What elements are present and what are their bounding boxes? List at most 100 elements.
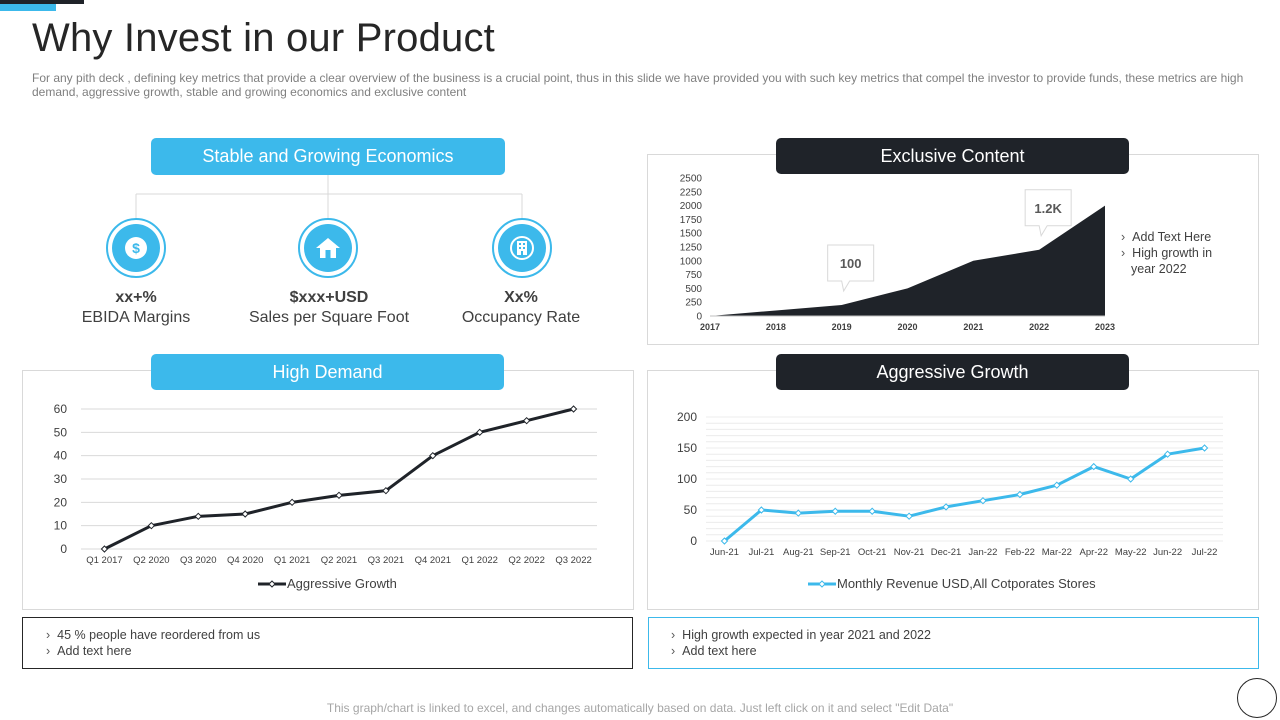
y-tick-label: 1500 bbox=[680, 229, 703, 240]
y-tick-label: 50 bbox=[684, 503, 698, 517]
demand-chart[interactable]: 0 10 20 30 40 50 60 Q1 2017 Q2 2020 Q3 2020 Q4 202… bbox=[22, 370, 634, 610]
growth-chart[interactable]: 0 50 100 150 200 Jun-21 Jul-21 Aug-21 Sep-21 Oct-… bbox=[647, 370, 1259, 610]
callout-bubble bbox=[827, 244, 875, 293]
y-tick-label: 60 bbox=[54, 402, 68, 416]
dollar-icon: $ bbox=[125, 237, 147, 259]
y-tick-label: 750 bbox=[685, 270, 702, 281]
exclusive-note-1: Add Text Here bbox=[1121, 229, 1212, 245]
x-tick-label: Jul-22 bbox=[1192, 547, 1218, 558]
exclusive-note-2: High growth in bbox=[1121, 245, 1212, 261]
growth-notes-box: High growth expected in year 2021 and 20… bbox=[648, 617, 1259, 669]
area-series bbox=[710, 205, 1105, 316]
data-point bbox=[1016, 490, 1024, 499]
economics-metric-1-label: EBIDA Margins bbox=[81, 309, 191, 326]
data-point bbox=[942, 503, 950, 511]
x-tick-label: Q3 2021 bbox=[368, 555, 404, 566]
exclusive-heading: Exclusive Content bbox=[776, 138, 1129, 174]
x-tick-label: 2021 bbox=[963, 322, 983, 332]
demand-notes-box: 45 % people have reordered from us Add t… bbox=[22, 617, 633, 669]
data-point bbox=[794, 509, 803, 517]
economics-metric-3-label: Occupancy Rate bbox=[461, 309, 581, 326]
y-tick-label: 0 bbox=[696, 312, 702, 323]
x-tick-label: May-22 bbox=[1115, 547, 1147, 558]
demand-panel bbox=[22, 370, 634, 610]
exclusive-chart[interactable]: 0 250 500 750 1000 1250 1500 1750 2000 2250 2500 20… bbox=[647, 154, 1259, 345]
x-tick-label: Jan-22 bbox=[968, 547, 997, 558]
data-point bbox=[831, 507, 839, 515]
x-tick-label: 2023 bbox=[1095, 322, 1115, 332]
x-tick-label: Q4 2020 bbox=[227, 555, 263, 566]
growth-panel bbox=[647, 370, 1259, 610]
callout-label: 1.2K bbox=[1034, 201, 1062, 216]
x-tick-label: Dec-21 bbox=[931, 547, 962, 558]
data-point bbox=[1163, 450, 1172, 458]
legend-label: Aggressive Growth bbox=[287, 576, 397, 591]
x-tick-label: Mar-22 bbox=[1042, 547, 1072, 558]
data-point bbox=[288, 498, 296, 507]
callout-bubble bbox=[1024, 189, 1072, 238]
x-tick-label: Q1 2022 bbox=[462, 555, 498, 566]
economics-heading: Stable and Growing Economics bbox=[151, 138, 505, 175]
demand-note-1: 45 % people have reordered from us bbox=[46, 627, 260, 643]
legend-marker bbox=[818, 580, 826, 588]
page-subtitle: For any pith deck , defining key metrics… bbox=[32, 71, 1244, 99]
economics-metric-2-badge bbox=[298, 218, 358, 278]
growth-notes: High growth expected in year 2021 and 20… bbox=[671, 627, 931, 659]
data-point bbox=[757, 506, 766, 514]
data-point bbox=[335, 491, 343, 500]
data-point bbox=[720, 537, 729, 545]
x-tick-label: 2018 bbox=[766, 322, 786, 332]
x-tick-label: Feb-22 bbox=[1005, 547, 1035, 558]
y-tick-label: 0 bbox=[60, 542, 67, 556]
legend-label: Monthly Revenue USD,All Cotporates Store… bbox=[837, 576, 1096, 591]
y-tick-label: 2000 bbox=[680, 201, 703, 212]
data-point bbox=[1126, 475, 1135, 483]
building-icon bbox=[510, 236, 534, 260]
footer-note: This graph/chart is linked to excel, and… bbox=[326, 701, 954, 715]
x-tick-label: Q4 2021 bbox=[415, 555, 451, 566]
economics-metric-2-label: Sales per Square Foot bbox=[248, 309, 410, 326]
y-tick-label: 200 bbox=[677, 410, 697, 424]
svg-text:$: $ bbox=[132, 240, 140, 256]
y-tick-label: 0 bbox=[690, 534, 697, 548]
accent-bar-dark bbox=[0, 0, 84, 4]
page-title: Why Invest in our Product bbox=[32, 16, 495, 60]
economics-metric-1-value: xx+% bbox=[115, 289, 157, 306]
y-tick-label: 40 bbox=[54, 449, 68, 463]
data-point bbox=[476, 428, 484, 437]
line-series bbox=[723, 446, 1205, 543]
legend-marker bbox=[268, 580, 276, 588]
x-tick-label: Apr-22 bbox=[1079, 547, 1108, 558]
y-tick-label: 2500 bbox=[680, 174, 703, 185]
y-tick-label: 50 bbox=[54, 425, 68, 439]
x-tick-label: Q2 2020 bbox=[133, 555, 169, 566]
x-tick-label: Q2 2022 bbox=[508, 555, 544, 566]
data-point bbox=[1200, 444, 1209, 452]
x-tick-label: 2020 bbox=[897, 322, 917, 332]
data-point bbox=[868, 507, 876, 515]
y-tick-label: 1250 bbox=[680, 243, 703, 254]
y-tick-label: 100 bbox=[677, 472, 697, 486]
data-point bbox=[147, 521, 156, 530]
y-tick-label: 2250 bbox=[680, 187, 703, 198]
economics-connector-lines bbox=[135, 175, 523, 218]
house-icon bbox=[316, 238, 340, 258]
y-tick-label: 250 bbox=[685, 298, 702, 309]
x-tick-label: Jun-22 bbox=[1153, 547, 1182, 558]
data-point bbox=[522, 416, 531, 425]
x-tick-label: 2019 bbox=[832, 322, 852, 332]
x-tick-label: 2017 bbox=[700, 322, 720, 332]
x-tick-label: Jun-21 bbox=[710, 547, 739, 558]
data-point bbox=[1090, 462, 1098, 471]
data-point bbox=[429, 451, 437, 460]
demand-notes: 45 % people have reordered from us Add t… bbox=[46, 627, 260, 659]
data-point bbox=[241, 510, 249, 518]
y-tick-label: 150 bbox=[677, 441, 697, 455]
accent-bar-blue bbox=[0, 4, 56, 11]
growth-heading: Aggressive Growth bbox=[776, 354, 1129, 390]
economics-metric-3-value: Xx% bbox=[504, 289, 538, 306]
x-tick-label: 2022 bbox=[1029, 322, 1049, 332]
demand-note-2: Add text here bbox=[46, 643, 260, 659]
economics-metric-2-value: $xxx+USD bbox=[289, 289, 369, 306]
data-point bbox=[194, 512, 202, 521]
